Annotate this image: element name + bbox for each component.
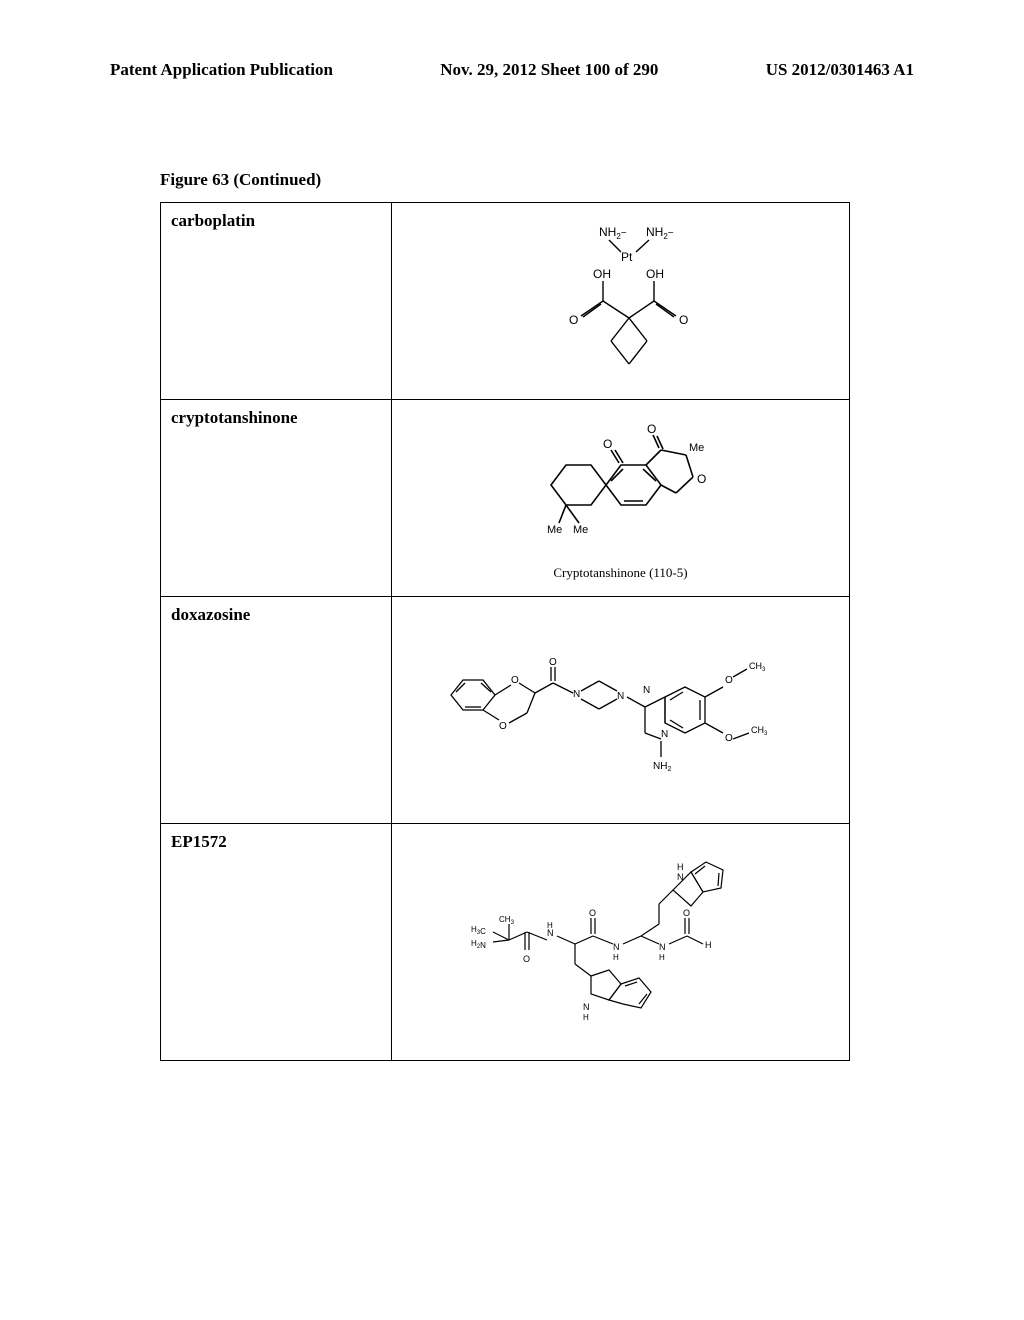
svg-text:N: N bbox=[677, 872, 684, 882]
page-container: Patent Application Publication Nov. 29, … bbox=[0, 0, 1024, 1121]
svg-text:NH2−: NH2− bbox=[599, 225, 627, 241]
svg-text:NH2: NH2 bbox=[653, 761, 671, 773]
header-center: Nov. 29, 2012 Sheet 100 of 290 bbox=[440, 60, 658, 80]
svg-text:O: O bbox=[725, 675, 733, 686]
svg-text:Me: Me bbox=[573, 524, 588, 536]
table-row: doxazosine O O bbox=[161, 597, 850, 824]
svg-text:CH3: CH3 bbox=[751, 725, 768, 737]
svg-text:O: O bbox=[603, 437, 612, 451]
header-right: US 2012/0301463 A1 bbox=[766, 60, 914, 80]
svg-text:N: N bbox=[661, 729, 668, 740]
compound-name: doxazosine bbox=[171, 605, 250, 624]
svg-text:H: H bbox=[659, 953, 665, 962]
header-left: Patent Application Publication bbox=[110, 60, 333, 80]
svg-text:O: O bbox=[679, 313, 688, 327]
svg-text:N: N bbox=[659, 942, 666, 952]
svg-text:O: O bbox=[523, 954, 530, 964]
svg-text:H3C: H3C bbox=[471, 925, 486, 936]
svg-text:O: O bbox=[549, 657, 557, 668]
svg-text:OH: OH bbox=[646, 267, 664, 281]
compound-structure-cell: O O O N bbox=[392, 597, 850, 824]
svg-text:O: O bbox=[683, 908, 690, 918]
compound-name: EP1572 bbox=[171, 832, 227, 851]
svg-text:N: N bbox=[573, 689, 580, 700]
svg-text:N: N bbox=[613, 942, 620, 952]
compound-table: carboplatin NH2− NH2− Pt OH OH bbox=[160, 202, 850, 1061]
table-row: cryptotanshinone bbox=[161, 400, 850, 597]
svg-text:N: N bbox=[617, 691, 624, 702]
svg-text:O: O bbox=[511, 675, 519, 686]
svg-text:CH3: CH3 bbox=[749, 661, 766, 673]
molecule-doxazosine: O O O N bbox=[431, 625, 811, 795]
svg-text:Me: Me bbox=[547, 524, 562, 536]
svg-text:O: O bbox=[725, 733, 733, 744]
svg-text:N: N bbox=[583, 1002, 590, 1012]
svg-text:H: H bbox=[677, 862, 684, 872]
compound-structure-cell: NH2− NH2− Pt OH OH O bbox=[392, 203, 850, 400]
svg-text:CH3: CH3 bbox=[499, 915, 515, 926]
svg-text:H: H bbox=[583, 1013, 589, 1022]
svg-text:O: O bbox=[647, 422, 656, 436]
page-header: Patent Application Publication Nov. 29, … bbox=[110, 60, 914, 80]
svg-text:NH2−: NH2− bbox=[646, 225, 674, 241]
compound-name-cell: carboplatin bbox=[161, 203, 392, 400]
svg-text:O: O bbox=[569, 313, 578, 327]
table-row: carboplatin NH2− NH2− Pt OH OH bbox=[161, 203, 850, 400]
compound-name-cell: cryptotanshinone bbox=[161, 400, 392, 597]
compound-name-cell: doxazosine bbox=[161, 597, 392, 824]
compound-structure-cell: O O O Me Me Me Cryptota bbox=[392, 400, 850, 597]
compound-name-cell: EP1572 bbox=[161, 824, 392, 1061]
svg-text:H: H bbox=[705, 940, 712, 950]
figure-title: Figure 63 (Continued) bbox=[160, 170, 914, 190]
svg-text:O: O bbox=[589, 908, 596, 918]
svg-text:OH: OH bbox=[593, 267, 611, 281]
compound-name: cryptotanshinone bbox=[171, 408, 298, 427]
svg-text:Me: Me bbox=[689, 442, 704, 454]
svg-text:H: H bbox=[613, 953, 619, 962]
molecule-cryptotanshinone: O O O Me Me Me bbox=[511, 415, 731, 565]
svg-text:Pt: Pt bbox=[621, 250, 633, 264]
compound-structure-cell: H N H3C H2N CH3 bbox=[392, 824, 850, 1061]
compound-name: carboplatin bbox=[171, 211, 255, 230]
svg-text:H: H bbox=[547, 921, 553, 930]
structure-caption: Cryptotanshinone (110-5) bbox=[402, 565, 839, 581]
svg-text:O: O bbox=[499, 721, 507, 732]
svg-text:H2N: H2N bbox=[471, 939, 486, 950]
molecule-ep1572: H N H3C H2N CH3 bbox=[441, 842, 801, 1042]
svg-text:N: N bbox=[643, 685, 650, 696]
table-row: EP1572 H N H3C bbox=[161, 824, 850, 1061]
molecule-carboplatin: NH2− NH2− Pt OH OH O bbox=[521, 216, 721, 386]
svg-text:O: O bbox=[697, 472, 706, 486]
